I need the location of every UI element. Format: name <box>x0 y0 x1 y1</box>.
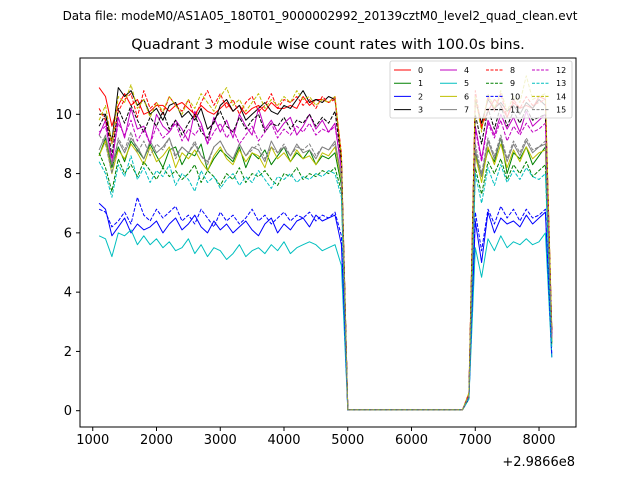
legend-label-7: 7 <box>464 106 469 115</box>
y-tick-label: 10 <box>55 108 72 123</box>
x-tick-label: 8000 <box>522 433 555 448</box>
y-tick-label: 2 <box>64 345 72 360</box>
legend-label-0: 0 <box>418 66 423 75</box>
legend-label-6: 6 <box>464 92 469 101</box>
legend-label-11: 11 <box>510 106 520 115</box>
legend-label-12: 12 <box>556 66 566 75</box>
x-tick-label: 4000 <box>267 433 300 448</box>
series-line-9 <box>98 152 553 411</box>
legend-label-10: 10 <box>510 92 520 101</box>
legend-label-4: 4 <box>464 66 469 75</box>
y-tick-label: 8 <box>64 167 72 182</box>
y-axis: 0 2 4 6 8 10 <box>55 108 80 419</box>
legend-label-13: 13 <box>556 79 566 88</box>
legend-label-14: 14 <box>556 92 566 101</box>
series-line-2 <box>98 202 553 411</box>
chart-title: Quadrant 3 module wise count rates with … <box>131 37 525 53</box>
y-tick-label: 6 <box>64 226 72 241</box>
x-tick-label: 7000 <box>459 433 492 448</box>
x-offset-label: +2.9866e8 <box>502 455 575 470</box>
series-line-6 <box>98 140 553 411</box>
legend-label-15: 15 <box>556 106 566 115</box>
plot-frame <box>79 57 577 428</box>
y-tick-label: 0 <box>64 404 72 419</box>
series-line-7 <box>98 134 553 411</box>
x-tick-label: 6000 <box>395 433 428 448</box>
x-axis: 1000 2000 3000 4000 5000 6000 7000 8000 <box>76 427 556 448</box>
series-layer <box>98 75 553 411</box>
series-line-15 <box>98 131 553 411</box>
x-tick-label: 3000 <box>204 433 237 448</box>
series-line-1 <box>98 137 553 411</box>
legend-label-1: 1 <box>418 79 423 88</box>
legend-label-5: 5 <box>464 79 469 88</box>
figure-suptitle: Data file: modeM0/AS1A05_180T01_90000029… <box>63 9 578 23</box>
x-tick-label: 5000 <box>331 433 364 448</box>
legend-label-3: 3 <box>418 106 423 115</box>
legend-box <box>389 60 573 119</box>
y-tick-label: 4 <box>64 286 72 301</box>
series-line-4 <box>98 107 553 411</box>
legend-label-2: 2 <box>418 92 423 101</box>
series-line-14 <box>98 75 553 411</box>
series-line-5 <box>98 229 553 411</box>
series-line-12 <box>98 119 553 411</box>
x-tick-label: 1000 <box>76 433 109 448</box>
x-tick-label: 2000 <box>140 433 173 448</box>
series-line-13 <box>98 155 553 411</box>
legend-label-8: 8 <box>510 66 515 75</box>
series-line-10 <box>98 196 553 411</box>
legend-label-9: 9 <box>510 79 515 88</box>
